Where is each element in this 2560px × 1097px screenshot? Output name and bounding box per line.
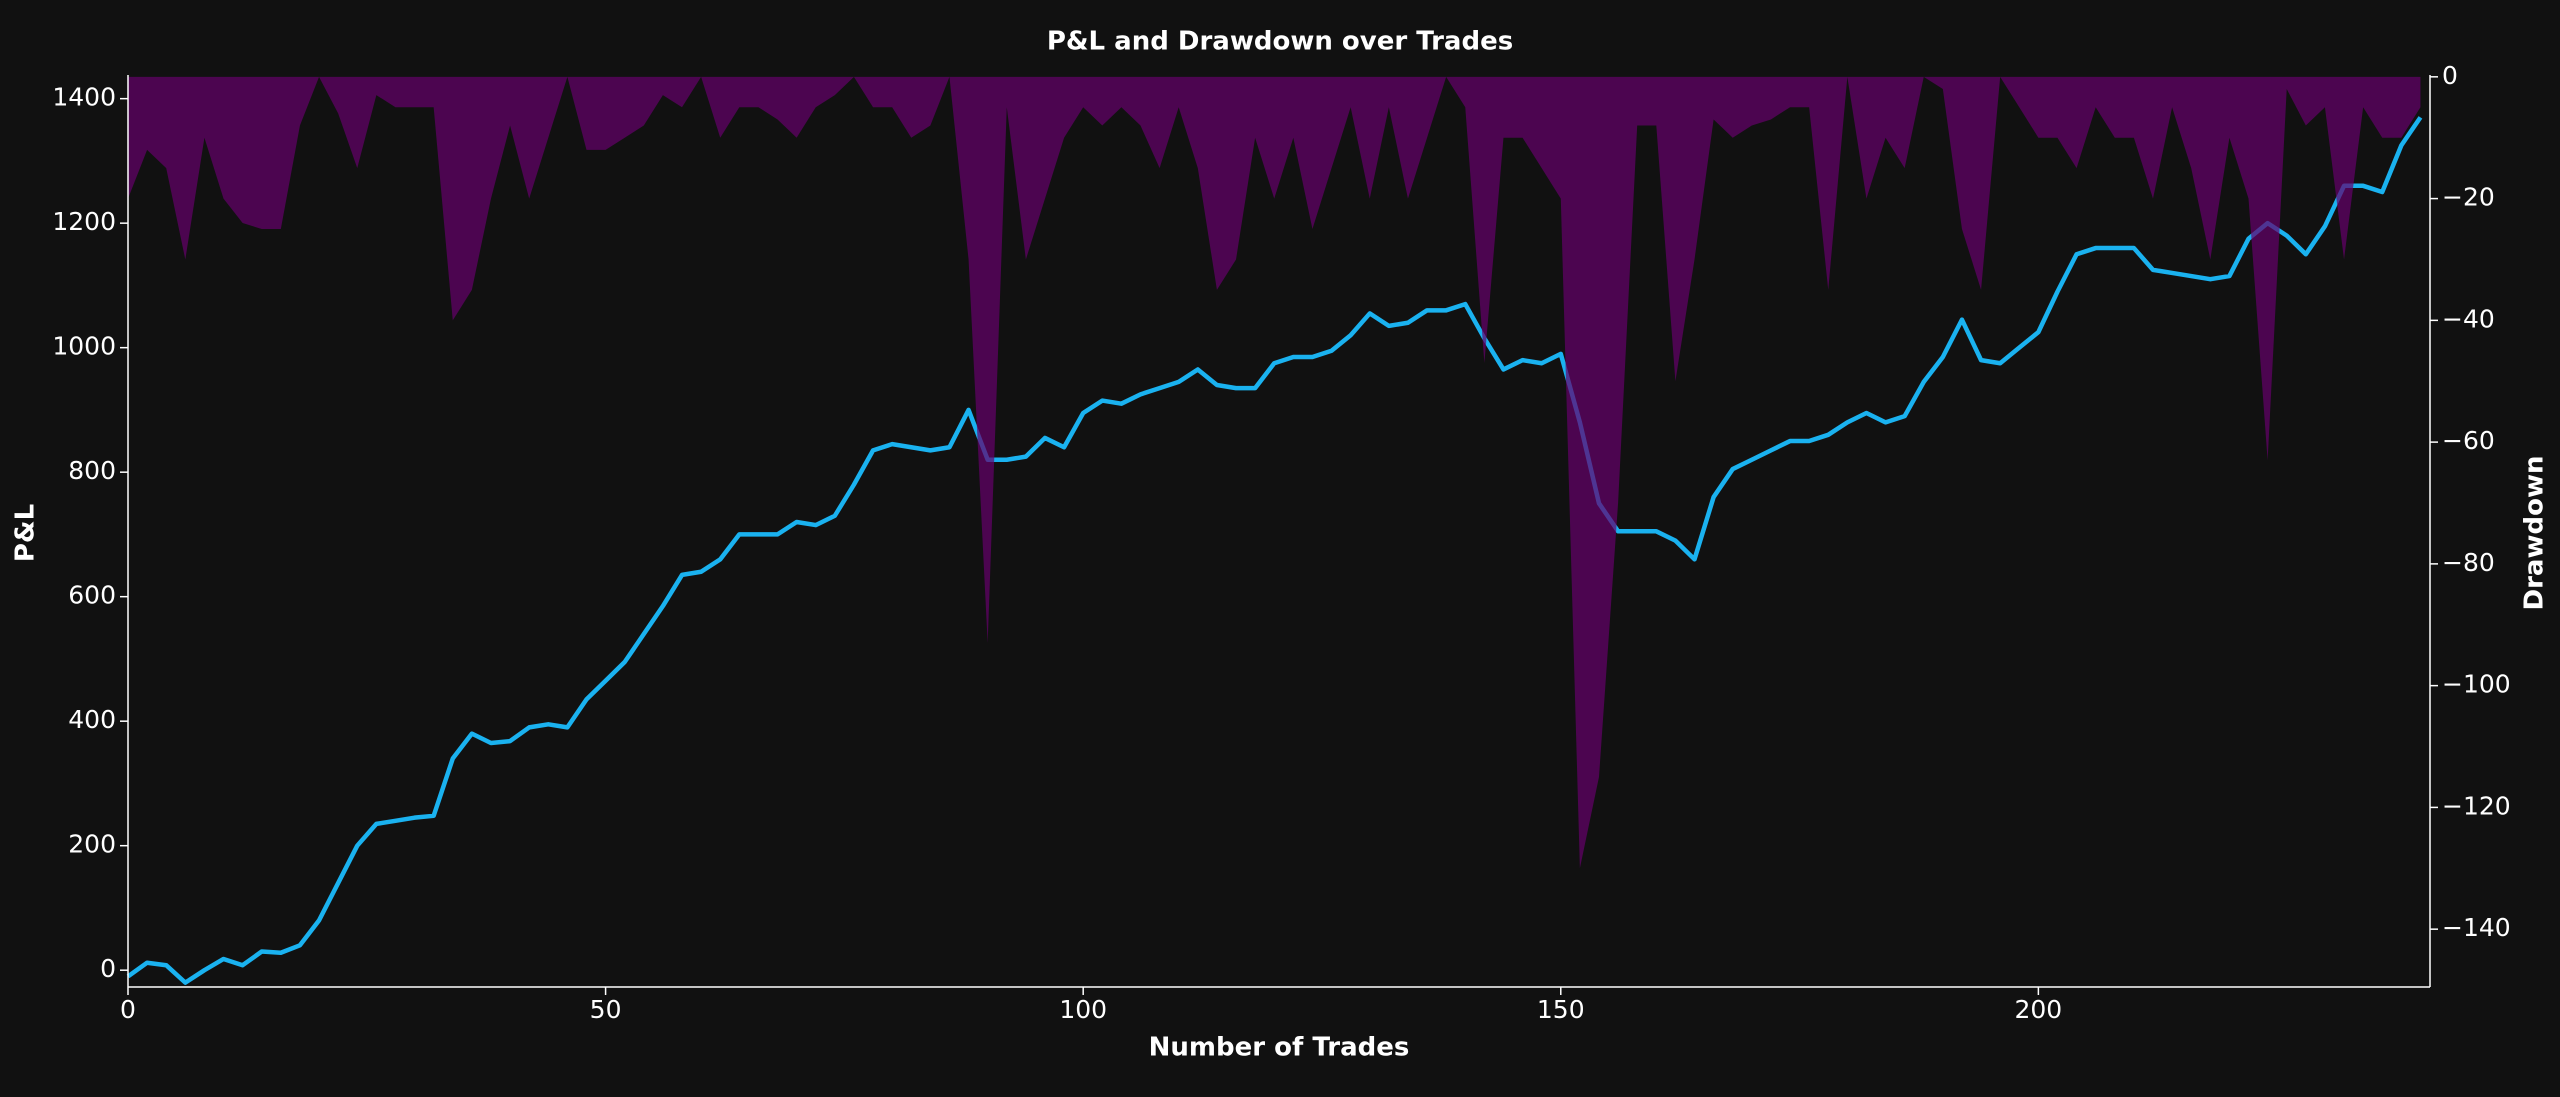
y-tick-label: 1000 <box>52 332 116 361</box>
y-tick-label: 400 <box>68 705 116 734</box>
y-tick-label: 600 <box>68 581 116 610</box>
pnl-line <box>126 116 2423 985</box>
y2-tick-label: 0 <box>2442 61 2458 90</box>
y-tick-label: 0 <box>100 954 116 983</box>
y-tick-label: 1200 <box>52 207 116 236</box>
x-tick-label: 100 <box>1059 995 1107 1024</box>
y2-tick-label: −120 <box>2442 791 2511 820</box>
y-tick-label: 1400 <box>52 83 116 112</box>
y-tick-label: 200 <box>68 830 116 859</box>
x-axis-label: Number of Trades <box>1149 1033 1410 1063</box>
y2-tick-label: −100 <box>2442 670 2511 699</box>
y2-tick-label: −140 <box>2442 913 2511 942</box>
x-tick-label: 0 <box>120 995 136 1024</box>
y2-tick-label: −80 <box>2442 548 2495 577</box>
x-tick-label: 50 <box>590 995 622 1024</box>
y-axis-label: P&L <box>11 504 41 562</box>
y2-tick-label: −40 <box>2442 304 2495 333</box>
y2-axis-label: Drawdown <box>2520 456 2550 611</box>
chart-title: P&L and Drawdown over Trades <box>1047 27 1513 57</box>
x-tick-label: 150 <box>1537 995 1585 1024</box>
x-tick-label: 200 <box>2015 995 2063 1024</box>
y-tick-label: 800 <box>68 456 116 485</box>
y2-tick-label: −20 <box>2442 183 2495 212</box>
y2-tick-label: −60 <box>2442 426 2495 455</box>
drawdown-area <box>128 76 2421 869</box>
